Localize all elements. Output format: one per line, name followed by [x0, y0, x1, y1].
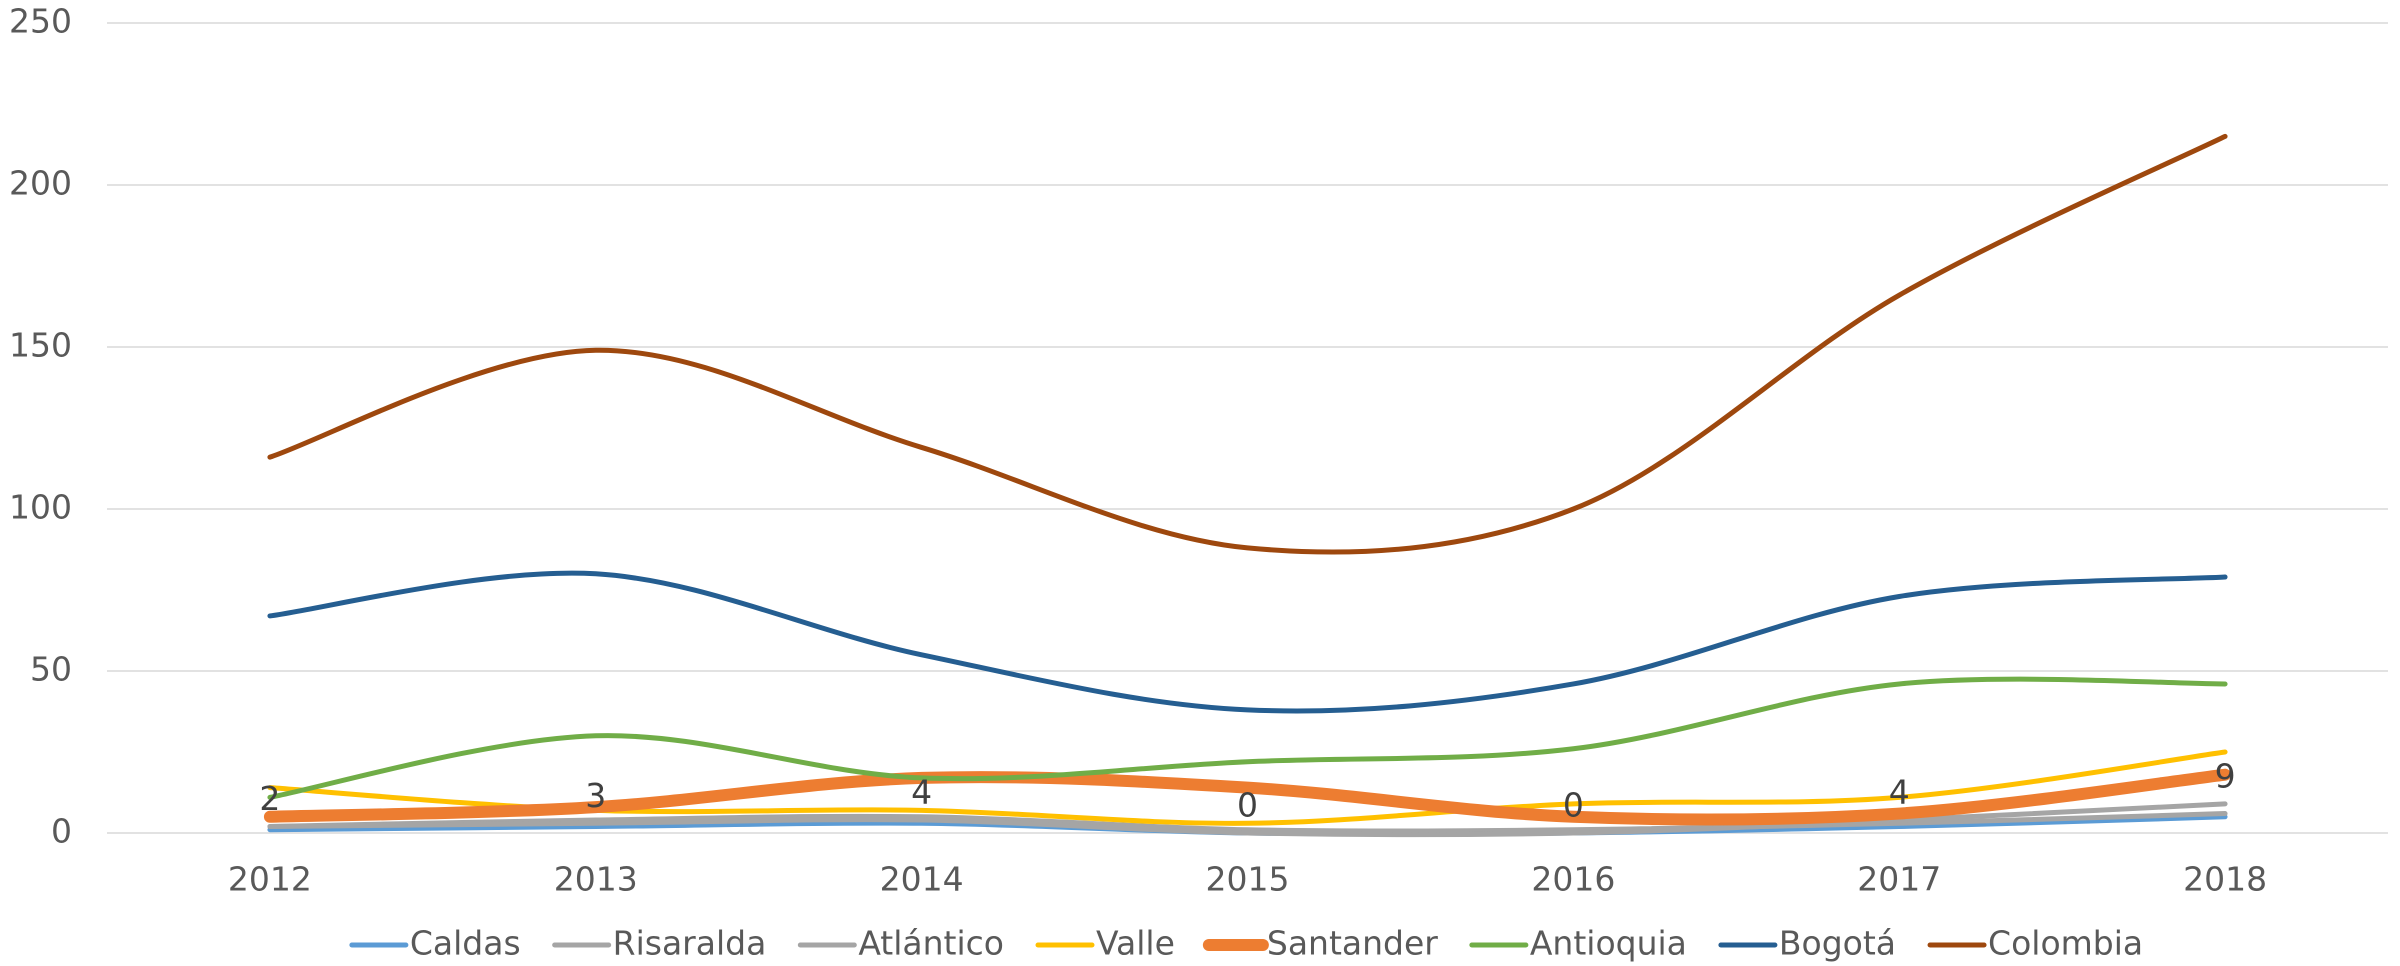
x-tick-label: 2012: [228, 860, 312, 899]
x-tick-label: 2018: [2183, 860, 2267, 899]
data-label: 0: [1563, 786, 1584, 825]
series-line: [267, 801, 2228, 838]
legend: Caldas Risaralda Atlántico Valle Santander An…: [349, 924, 2143, 963]
y-tick-label: 0: [51, 812, 72, 851]
x-tick-label: 2015: [1206, 860, 1290, 899]
y-tick-label: 200: [9, 164, 72, 203]
data-label: 4: [1889, 773, 1910, 812]
legend-label: Santander: [1267, 924, 1438, 963]
x-tick-label: 2016: [1531, 860, 1615, 899]
data-label: 0: [1237, 786, 1258, 825]
legend-label: Valle: [1096, 924, 1175, 963]
y-tick-label: 50: [30, 650, 72, 689]
data-label: 3: [585, 776, 606, 815]
series-line: [267, 133, 2228, 555]
series-line: [263, 768, 2232, 826]
x-tick-label: 2017: [1857, 860, 1941, 899]
legend-label: Caldas: [410, 924, 521, 963]
data-label: 2: [259, 779, 280, 818]
y-tick-label: 150: [9, 326, 72, 365]
legend-label: Colombia: [1988, 924, 2143, 963]
legend-label: Bogotá: [1779, 924, 1896, 963]
series-line: [267, 811, 2228, 834]
data-label: 9: [2215, 756, 2236, 795]
series-line: [267, 570, 2228, 714]
x-tick-label: 2014: [880, 860, 964, 899]
y-tick-label: 250: [9, 2, 72, 41]
y-tick-label: 100: [9, 488, 72, 527]
legend-label: Antioquia: [1530, 924, 1687, 963]
series-line: [267, 676, 2228, 800]
legend-label: Risaralda: [613, 924, 767, 963]
data-label: 4: [911, 773, 932, 812]
legend-label: Atlántico: [858, 924, 1004, 963]
x-tick-label: 2013: [554, 860, 638, 899]
